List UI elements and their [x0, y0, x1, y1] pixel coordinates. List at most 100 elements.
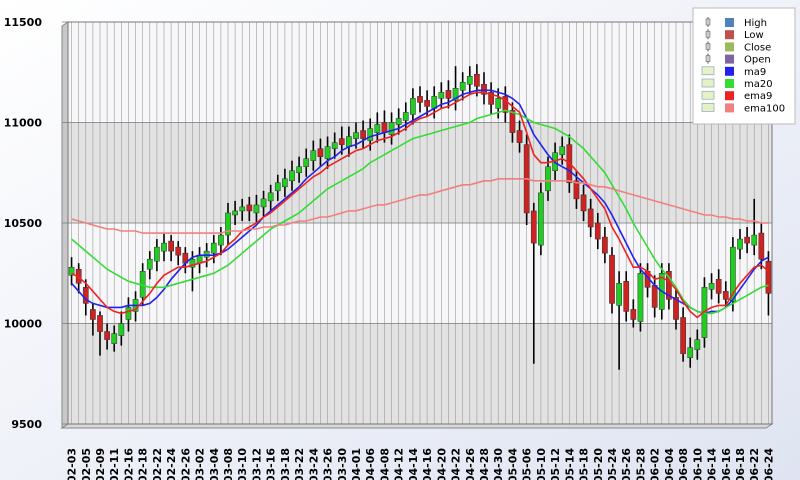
- candle-body: [317, 148, 324, 157]
- candle-body: [722, 291, 729, 300]
- x-tick-label: -04-06: [364, 448, 377, 480]
- legend-label: ema100: [744, 103, 785, 114]
- x-tick-label: -04-26: [464, 448, 477, 480]
- candle-body: [474, 74, 480, 87]
- x-tick-label: -06-18: [734, 448, 747, 480]
- x-tick-label: -05-10: [535, 448, 548, 480]
- candle-body: [125, 307, 132, 320]
- x-tick-label: -06-16: [720, 448, 733, 480]
- candle-body: [573, 180, 580, 200]
- candle-body: [410, 98, 416, 115]
- indicator-line: [71, 109, 769, 315]
- y-tick-label: 10000: [4, 318, 43, 331]
- legend-swatch: [725, 54, 734, 64]
- x-tick-label: -02-18: [137, 448, 150, 480]
- candle-body: [218, 234, 224, 246]
- candle-body: [154, 246, 160, 262]
- candle-body: [673, 297, 679, 320]
- x-tick-label: -02-03: [66, 448, 79, 480]
- candle-body: [175, 246, 182, 256]
- x-tick-label: -02-09: [94, 448, 107, 480]
- x-tick-label: -04-08: [378, 448, 391, 480]
- candle-body: [744, 236, 750, 244]
- candle-body: [97, 315, 103, 332]
- x-tick-label: -05-06: [521, 448, 534, 480]
- legend-swatch: [725, 79, 734, 88]
- candle-body: [367, 128, 374, 141]
- legend-label: Low: [744, 30, 764, 41]
- x-tick-label: -02-05: [80, 448, 93, 480]
- candle-body: [538, 192, 544, 246]
- candle-body: [338, 138, 345, 145]
- legend-icon: [705, 55, 711, 62]
- x-tick-label: -04-01: [350, 448, 363, 480]
- candle-body: [466, 76, 473, 85]
- candle-body: [559, 146, 566, 155]
- candle-body: [765, 260, 772, 294]
- x-tick-label: -06-22: [748, 448, 761, 480]
- candle-body: [545, 166, 551, 192]
- candle-body: [289, 170, 295, 182]
- candle-body: [118, 323, 125, 336]
- y-tick-label: 10500: [4, 217, 43, 230]
- candle-body: [246, 204, 253, 212]
- candle-body: [146, 258, 153, 270]
- legend-icon: [705, 43, 711, 50]
- x-tick-label: -05-14: [563, 448, 576, 480]
- x-tick-label: -02-26: [179, 448, 192, 480]
- floor: [60, 423, 774, 429]
- candle-body: [267, 192, 274, 202]
- candle-body: [68, 266, 75, 276]
- candle-body: [495, 98, 502, 109]
- candle-body: [715, 279, 722, 294]
- candle-body: [516, 130, 523, 143]
- legend-icon: [705, 30, 711, 38]
- candle-body: [225, 212, 231, 236]
- x-tick-label: -03-02: [194, 448, 207, 480]
- candle-body: [388, 122, 395, 135]
- candle-body: [331, 142, 338, 149]
- x-tick-label: -03-12: [250, 448, 263, 480]
- x-tick-label: -03-22: [293, 448, 306, 480]
- x-tick-label: -06-14: [706, 448, 719, 480]
- x-tick-label: -06-08: [677, 448, 690, 480]
- x-tick-label: -02-24: [165, 448, 178, 480]
- candle-body: [282, 178, 288, 188]
- candle-body: [580, 194, 587, 212]
- candle-body: [687, 347, 694, 358]
- x-tick-label: -03-18: [279, 448, 292, 480]
- x-tick-label: -04-12: [393, 448, 406, 480]
- candle-body: [424, 100, 430, 107]
- candle-body: [296, 166, 302, 174]
- candle-body: [417, 96, 423, 103]
- x-tick-label: -03-26: [322, 448, 335, 480]
- indicator-line: [71, 91, 769, 319]
- x-tick-label: -04-16: [421, 448, 434, 480]
- candle-body: [737, 238, 743, 250]
- x-tick-label: -06-24: [762, 448, 775, 480]
- candle-body: [168, 240, 174, 252]
- legend-label: Open: [744, 55, 771, 66]
- legend-icon: [701, 78, 715, 88]
- legend-swatch: [725, 42, 734, 52]
- candle-body: [445, 90, 452, 99]
- x-tick-label: -03-16: [265, 448, 278, 480]
- candle-body: [210, 242, 217, 254]
- candle-body: [189, 258, 196, 268]
- candle-body: [203, 250, 210, 258]
- side-wall: [61, 21, 69, 429]
- legend-swatch: [725, 103, 734, 113]
- candle-body: [730, 246, 736, 302]
- candle-body: [232, 210, 238, 216]
- candle-body: [324, 146, 331, 159]
- candle-body: [651, 285, 658, 308]
- candle-body: [680, 317, 686, 354]
- y-tick-label: 11000: [4, 117, 43, 130]
- x-tick-label: -05-12: [549, 448, 562, 480]
- x-tick-label: -06-04: [663, 448, 676, 480]
- x-tick-label: -03-08: [222, 448, 235, 480]
- x-tick-label: -05-28: [634, 448, 647, 480]
- candle-body: [616, 283, 622, 306]
